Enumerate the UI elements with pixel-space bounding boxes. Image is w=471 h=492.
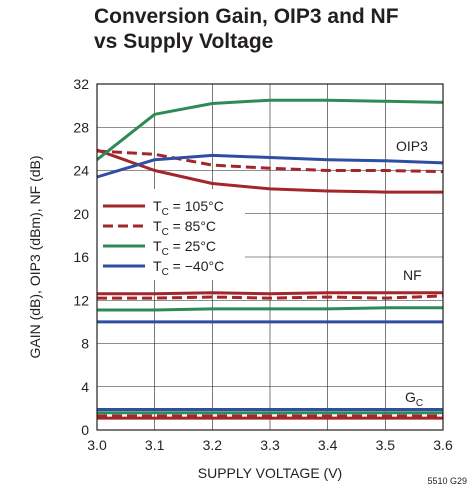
- x-tick-label: 3.4: [318, 437, 338, 453]
- y-tick-label: 32: [73, 76, 89, 92]
- series-line-oip3-1: [96, 149, 444, 174]
- annotation-oip3: OIP3: [396, 138, 428, 154]
- x-tick-label: 3.6: [433, 437, 453, 453]
- legend-label-sub: C: [162, 247, 169, 258]
- x-tick-label: 3.2: [203, 437, 223, 453]
- x-axis-label: SUPPLY VOLTAGE (V): [198, 465, 342, 481]
- y-tick-label: 20: [73, 206, 89, 222]
- plot-frame: [96, 83, 444, 431]
- series-line-nf-2: [97, 306, 443, 312]
- annotation-gc-sub: C: [416, 398, 423, 409]
- figure-code: 5510 G29: [427, 476, 467, 486]
- legend-label: TC = 25°C: [153, 238, 216, 258]
- x-tick-label: 3.5: [376, 437, 396, 453]
- tick-labels: 3.0 3.1 3.2 3.3 3.4 3.5 3.6 0 4 8 12 16 20 24 28 32: [73, 76, 453, 453]
- legend-label: TC = 85°C: [153, 218, 216, 238]
- legend: TC = 105°CTC = 85°CTC = 25°CTC = −40°C: [103, 198, 224, 278]
- annotation-nf: NF: [403, 267, 422, 283]
- y-tick-label: 16: [73, 249, 89, 265]
- y-tick-label: 28: [73, 119, 89, 135]
- chart-title-line-2: vs Supply Voltage: [94, 30, 274, 53]
- legend-label-rest: = 105°C: [169, 198, 224, 214]
- annotation-gc: GC: [405, 389, 423, 409]
- series-line-oip3-2: [96, 98, 444, 161]
- series-line-oip3-0: [96, 148, 443, 194]
- series-line-nf-0: [97, 291, 443, 296]
- chart-title-line-1: Conversion Gain, OIP3 and NF: [94, 5, 399, 28]
- y-tick-label: 0: [81, 422, 89, 438]
- legend-label-rest: = 85°C: [169, 218, 216, 234]
- legend-label-sub: C: [162, 227, 169, 238]
- y-axis-label: GAIN (dB), OIP3 (dBm), NF (dB): [27, 155, 43, 358]
- x-tick-label: 3.1: [145, 437, 165, 453]
- legend-label-t: T: [153, 238, 162, 254]
- legend-label-t: T: [153, 198, 162, 214]
- legend-label-rest: = 25°C: [169, 238, 216, 254]
- legend-label-rest: = −40°C: [169, 258, 224, 274]
- legend-label: TC = 105°C: [153, 198, 224, 218]
- y-tick-label: 12: [73, 292, 89, 308]
- legend-label-t: T: [153, 218, 162, 234]
- annotation-gc-main: G: [405, 389, 416, 405]
- x-tick-label: 3.0: [87, 437, 107, 453]
- legend-label-sub: C: [162, 267, 169, 278]
- chart-title: Conversion Gain, OIP3 and NF vs Supply V…: [94, 4, 399, 54]
- y-tick-label: 4: [81, 379, 89, 395]
- x-tick-label: 3.3: [260, 437, 280, 453]
- legend-label: TC = −40°C: [153, 258, 224, 278]
- series-lines: [96, 98, 444, 420]
- y-tick-label: 8: [81, 336, 89, 352]
- series-line-nf-1: [97, 294, 444, 300]
- legend-label-sub: C: [162, 207, 169, 218]
- y-tick-label: 24: [73, 163, 89, 179]
- legend-label-t: T: [153, 258, 162, 274]
- series-line-oip3-3: [96, 153, 444, 179]
